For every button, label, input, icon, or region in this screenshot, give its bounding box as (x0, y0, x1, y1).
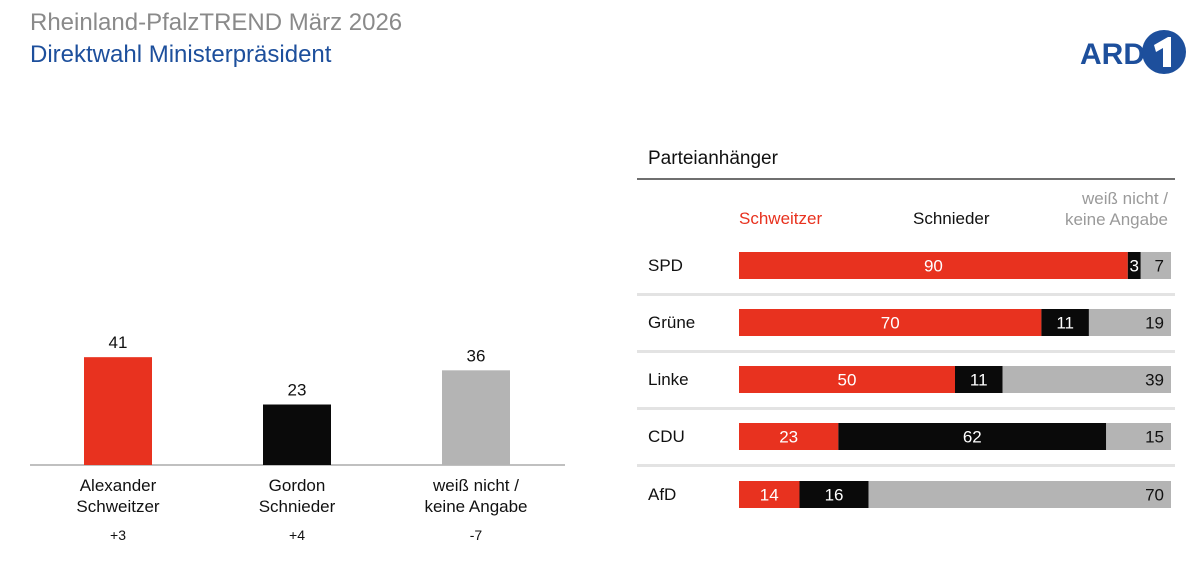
row-label-linke: Linke (648, 370, 689, 389)
category-label-1-0: Gordon (269, 476, 326, 495)
segment-0-1 (1127, 252, 1141, 279)
segment-1-2 (1088, 309, 1171, 336)
change-label-0: +3 (110, 527, 126, 543)
chart-subtitle: Direktwahl Ministerpräsident (30, 41, 332, 68)
segment-label-1-1: 11 (1056, 314, 1074, 333)
row-label-grüne: Grüne (648, 313, 696, 332)
chart-title: Rheinland-PfalzTREND März 2026 (30, 9, 403, 36)
segment-label-4-2: 70 (1145, 486, 1164, 505)
row-separator-2 (637, 407, 1175, 410)
legend-schweitzer: Schweitzer (739, 209, 823, 228)
segment-2-2 (1002, 366, 1171, 393)
bar-2 (442, 370, 510, 465)
overall-bar-chart: 41 Alexander Schweitzer +3 23 Gordon Schnieder… (30, 333, 565, 543)
category-label-2-1: keine Angabe (424, 497, 527, 516)
segment-label-4-1: 16 (825, 486, 844, 505)
party-chart-rule (637, 178, 1175, 180)
row-label-afd: AfD (648, 485, 677, 504)
segment-1-1 (1041, 309, 1089, 336)
segment-label-1-2: 19 (1145, 314, 1164, 333)
segment-0-0 (739, 252, 1128, 279)
change-label-2: -7 (470, 527, 483, 543)
segment-2-0 (739, 366, 955, 393)
legend-undecided: weiß nicht / keine Angabe (1065, 188, 1168, 230)
segment-label-2-1: 11 (970, 371, 988, 390)
category-label-2-0: weiß nicht / (432, 476, 519, 495)
segment-1-0 (739, 309, 1042, 336)
change-label-1: +4 (289, 527, 305, 543)
segment-label-0-0: 90 (924, 257, 943, 276)
segment-label-3-2: 15 (1145, 428, 1164, 447)
segment-4-0 (739, 481, 800, 508)
segment-4-2 (868, 481, 1171, 508)
segment-label-0-2: 7 (1155, 257, 1164, 276)
ard-logo-one (1154, 37, 1171, 67)
segment-label-2-0: 50 (838, 371, 857, 390)
category-label-1-1: Schnieder (259, 497, 336, 516)
segment-4-1 (799, 481, 869, 508)
ard-logo: ARD (1080, 30, 1186, 74)
row-label-spd: SPD (648, 256, 683, 275)
segment-0-2 (1140, 252, 1171, 279)
bar-1 (263, 404, 331, 465)
segment-3-0 (739, 423, 839, 450)
ard-logo-text: ARD (1080, 38, 1145, 71)
segment-3-1 (838, 423, 1107, 450)
row-separator-3 (637, 464, 1175, 467)
row-label-cdu: CDU (648, 427, 685, 446)
category-label-0-0: Alexander (80, 476, 157, 495)
bar-0 (84, 357, 152, 465)
legend-schnieder: Schnieder (913, 209, 990, 228)
segment-3-2 (1106, 423, 1171, 450)
segment-label-2-2: 39 (1145, 371, 1164, 390)
segment-label-3-1: 62 (963, 428, 982, 447)
bar-value-label-2: 36 (467, 346, 486, 365)
segment-label-4-0: 14 (760, 486, 779, 505)
party-chart-title: Parteianhänger (648, 148, 778, 169)
bar-value-label-0: 41 (109, 333, 128, 352)
segment-label-0-1: 3 (1130, 257, 1139, 276)
legend-undecided-line1: weiß nicht / (1082, 189, 1168, 208)
segment-2-1 (955, 366, 1003, 393)
segment-label-3-0: 23 (779, 428, 798, 447)
bar-value-label-1: 23 (288, 381, 307, 400)
row-separator-0 (637, 293, 1175, 296)
row-separator-1 (637, 350, 1175, 353)
legend-undecided-line2: keine Angabe (1064, 210, 1168, 229)
category-label-0-1: Schweitzer (76, 497, 159, 516)
segment-label-1-0: 70 (881, 314, 900, 333)
